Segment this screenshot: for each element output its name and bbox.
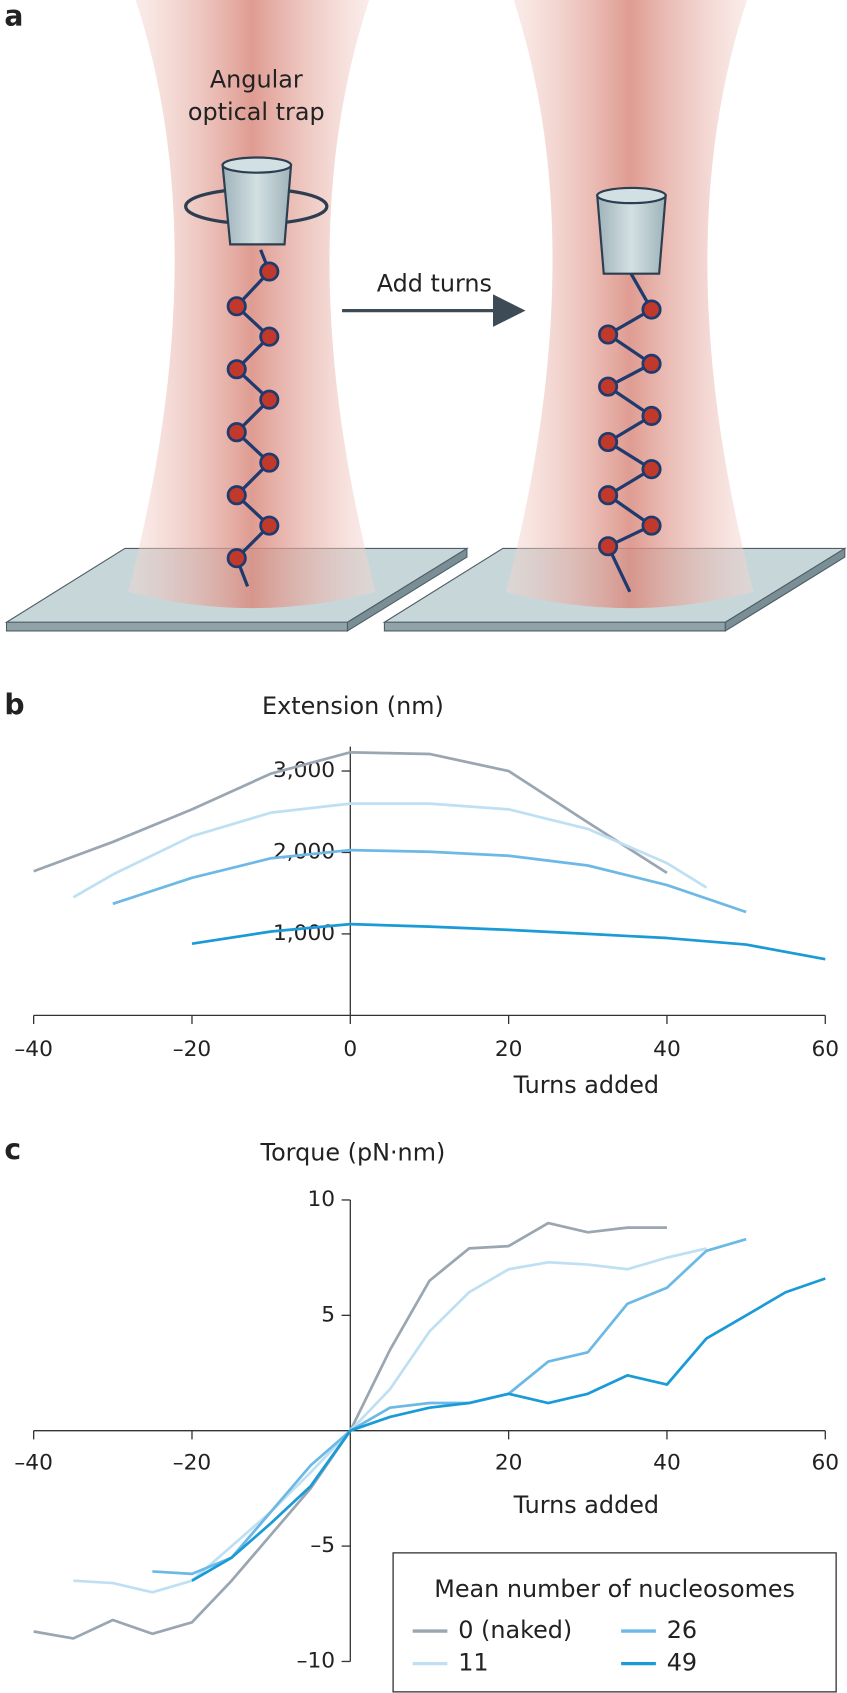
x-tick-label: 0 xyxy=(343,1037,357,1062)
legend-label: 11 xyxy=(458,1649,488,1677)
y-tick-label: 10 xyxy=(307,1187,335,1212)
x-axis-label: Turns added xyxy=(513,1491,659,1519)
series-line xyxy=(112,848,747,914)
x-tick-label: –20 xyxy=(173,1450,211,1475)
cylinder-top xyxy=(221,156,293,174)
x-tick-label: 20 xyxy=(495,1450,523,1475)
y-tick-label: 1,000 xyxy=(273,921,335,946)
slide-side xyxy=(724,547,846,632)
x-tick-label: 40 xyxy=(653,1450,681,1475)
slide-side xyxy=(346,547,468,632)
y-axis-label: Extension (nm) xyxy=(262,692,444,720)
x-tick-label: 20 xyxy=(495,1037,523,1062)
x-tick-label: –20 xyxy=(173,1037,211,1062)
trap-label: Angular xyxy=(210,65,303,93)
legend-title: Mean number of nucleosomes xyxy=(434,1575,795,1603)
panel-label: c xyxy=(4,1133,21,1166)
slide-edge xyxy=(383,621,726,632)
x-tick-label: 60 xyxy=(811,1450,839,1475)
series-line xyxy=(72,802,708,899)
y-tick-label: –5 xyxy=(310,1533,335,1558)
x-tick-label: –40 xyxy=(14,1037,52,1062)
series-line xyxy=(191,1277,826,1582)
laser-beam xyxy=(506,0,754,609)
legend-label: 0 (naked) xyxy=(458,1616,572,1644)
trap-label: optical trap xyxy=(188,98,325,126)
legend-label: 49 xyxy=(667,1649,697,1677)
laser-beam xyxy=(128,0,376,609)
arrow-label: Add turns xyxy=(377,270,492,298)
x-tick-label: 60 xyxy=(811,1037,839,1062)
nucleosomes xyxy=(226,261,280,569)
panel-label: a xyxy=(4,0,23,32)
y-tick-label: 5 xyxy=(321,1302,335,1327)
x-axis-label: Turns added xyxy=(513,1071,659,1099)
series-line xyxy=(191,922,826,961)
y-tick-label: –10 xyxy=(297,1648,335,1673)
series-line xyxy=(73,1247,707,1594)
slide-edge xyxy=(5,621,349,632)
legend-label: 26 xyxy=(667,1616,697,1644)
nucleosomes xyxy=(598,299,662,557)
cylinder xyxy=(221,164,293,246)
x-tick-label: 40 xyxy=(653,1037,681,1062)
cylinder-top xyxy=(596,186,667,205)
legend-box xyxy=(392,1552,837,1693)
y-axis-label: Torque (pN·nm) xyxy=(260,1138,446,1166)
series-line xyxy=(152,1237,747,1576)
illustration: Angular optical trap Add turns xyxy=(4,0,847,632)
panel-label: b xyxy=(4,688,24,721)
x-tick-label: –40 xyxy=(14,1450,52,1475)
cylinder xyxy=(596,194,667,275)
series-line xyxy=(33,750,668,875)
